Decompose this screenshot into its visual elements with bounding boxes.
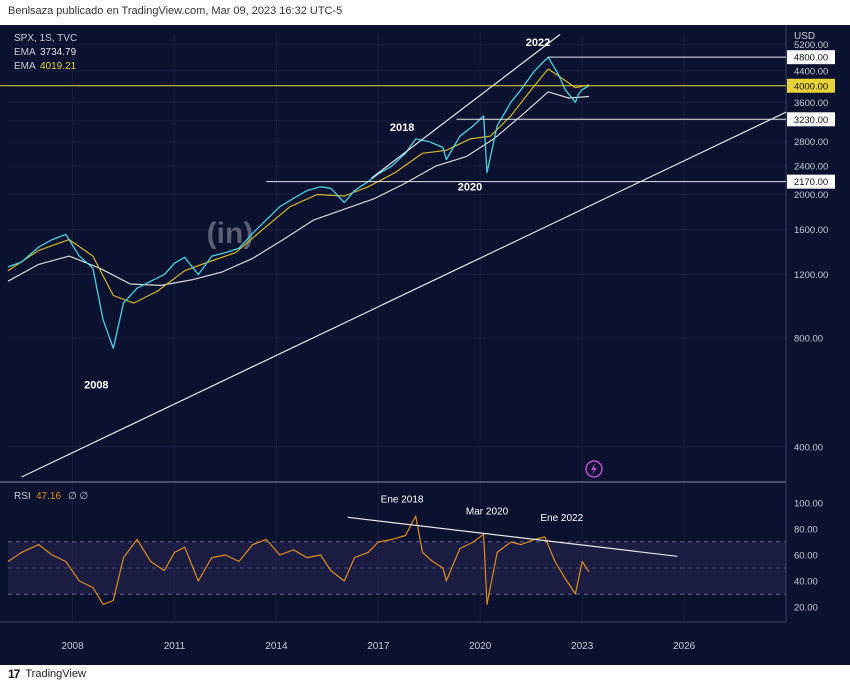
series-layer [7, 56, 590, 606]
rsi-tick-label: 40.00 [794, 577, 818, 588]
price-label-box [787, 78, 835, 93]
ema-fast-value: 4019.21 [40, 61, 77, 72]
price-tick-label: 5200.00 [794, 40, 828, 51]
publication-header: Benlsaza publicado en TradingView.com, M… [8, 5, 343, 17]
chart-panel[interactable]: (in) SPX, 1S, TVC EMA 3734.79 EMA 4019.2… [0, 25, 850, 665]
price-tick-label: 3600.00 [794, 98, 828, 109]
rsi-tick-label: 80.00 [794, 525, 818, 536]
lightning-icon[interactable] [585, 460, 603, 478]
price-label-box [787, 112, 835, 127]
beincrypto-watermark: (in) [207, 217, 254, 250]
annotation-labels: 2022 2018 2020 2008 Ene 2018 Mar 2020 Ene 2022 [84, 37, 584, 524]
symbol-label: SPX, 1S, TVC [14, 33, 77, 44]
footer: 17 TradingView [8, 667, 86, 681]
ema-fast-line [7, 68, 590, 304]
chart-annotation: 2018 [390, 122, 414, 134]
chart-annotation: 2008 [84, 380, 108, 392]
price-tick-label: 4400.00 [794, 66, 828, 77]
price-label: 3230.00 [794, 115, 828, 126]
tradingview-logo-icon: 17 [8, 667, 20, 681]
ema-slow-value: 3734.79 [40, 47, 77, 58]
currency-label: USD [794, 31, 815, 42]
price-tick-label: 400.00 [794, 442, 823, 453]
rsi-tick-label: 100.00 [794, 499, 823, 510]
time-tick-label: 2026 [673, 641, 696, 652]
chart-annotation: 2022 [526, 37, 550, 49]
rsi-annotation: Mar 2020 [466, 507, 509, 518]
rsi-tick-label: 20.00 [794, 603, 818, 614]
price-label: 4800.00 [794, 53, 828, 64]
rsi-value: 47.16 [36, 491, 61, 502]
rsi-extra: ∅ ∅ [68, 491, 88, 502]
rsi-annotation: Ene 2022 [540, 513, 583, 524]
rsi-divergence-line [347, 516, 678, 557]
main-gridlines [8, 33, 786, 620]
price-tick-label: 1600.00 [794, 225, 828, 236]
price-tick-label: 2400.00 [794, 161, 828, 172]
price-label-box [787, 174, 835, 189]
price-label: 2170.00 [794, 177, 828, 188]
ema-slow-line [7, 91, 590, 286]
footer-brand: TradingView [25, 668, 86, 680]
price-line [7, 56, 590, 349]
time-tick-label: 2020 [469, 641, 492, 652]
rsi-annotation: Ene 2018 [381, 494, 424, 505]
rsi-label: RSI [14, 491, 31, 502]
rsi-line [7, 515, 590, 606]
price-tick-label: 2000.00 [794, 190, 828, 201]
price-tick-label: 1200.00 [794, 270, 828, 281]
chart-annotation: 2020 [458, 182, 482, 194]
price-tick-label: 800.00 [794, 334, 823, 345]
time-tick-label: 2011 [164, 641, 186, 652]
channel-upper-line [371, 33, 561, 179]
time-tick-label: 2023 [571, 641, 594, 652]
ema-slow-label: EMA [14, 47, 36, 58]
rsi-tick-label: 60.00 [794, 551, 818, 562]
time-tick-label: 2014 [265, 641, 288, 652]
time-tick-label: 2017 [367, 641, 390, 652]
chart-svg[interactable]: (in) SPX, 1S, TVC EMA 3734.79 EMA 4019.2… [0, 25, 850, 665]
rsi-band [8, 542, 786, 594]
annotation-lines [0, 33, 787, 557]
price-label-box [787, 50, 835, 65]
axis-labels: 400.00 800.00 1200.00 1600.00 2000.00 2400.00… [61, 40, 835, 652]
price-tick-label: 2800.00 [794, 137, 828, 148]
price-label: 4000.00 [794, 81, 828, 92]
long-term-trendline [21, 111, 787, 478]
ema-fast-label: EMA [14, 61, 36, 72]
time-tick-label: 2008 [61, 641, 84, 652]
